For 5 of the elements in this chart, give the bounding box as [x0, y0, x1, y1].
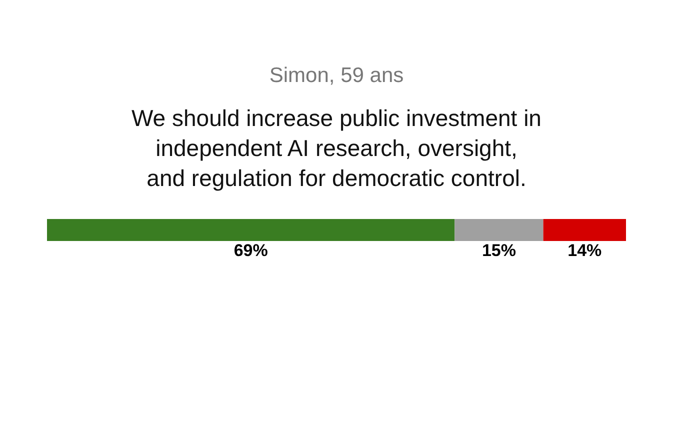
data-label: 14%	[568, 241, 602, 260]
data-label: 69%	[234, 241, 268, 260]
data-label: 15%	[482, 241, 516, 260]
chart-subtitle: We should increase public investment in independent AI research, oversight, and regulation for democratic control.	[132, 105, 542, 191]
chart-title: Simon, 59 ans	[269, 64, 404, 87]
